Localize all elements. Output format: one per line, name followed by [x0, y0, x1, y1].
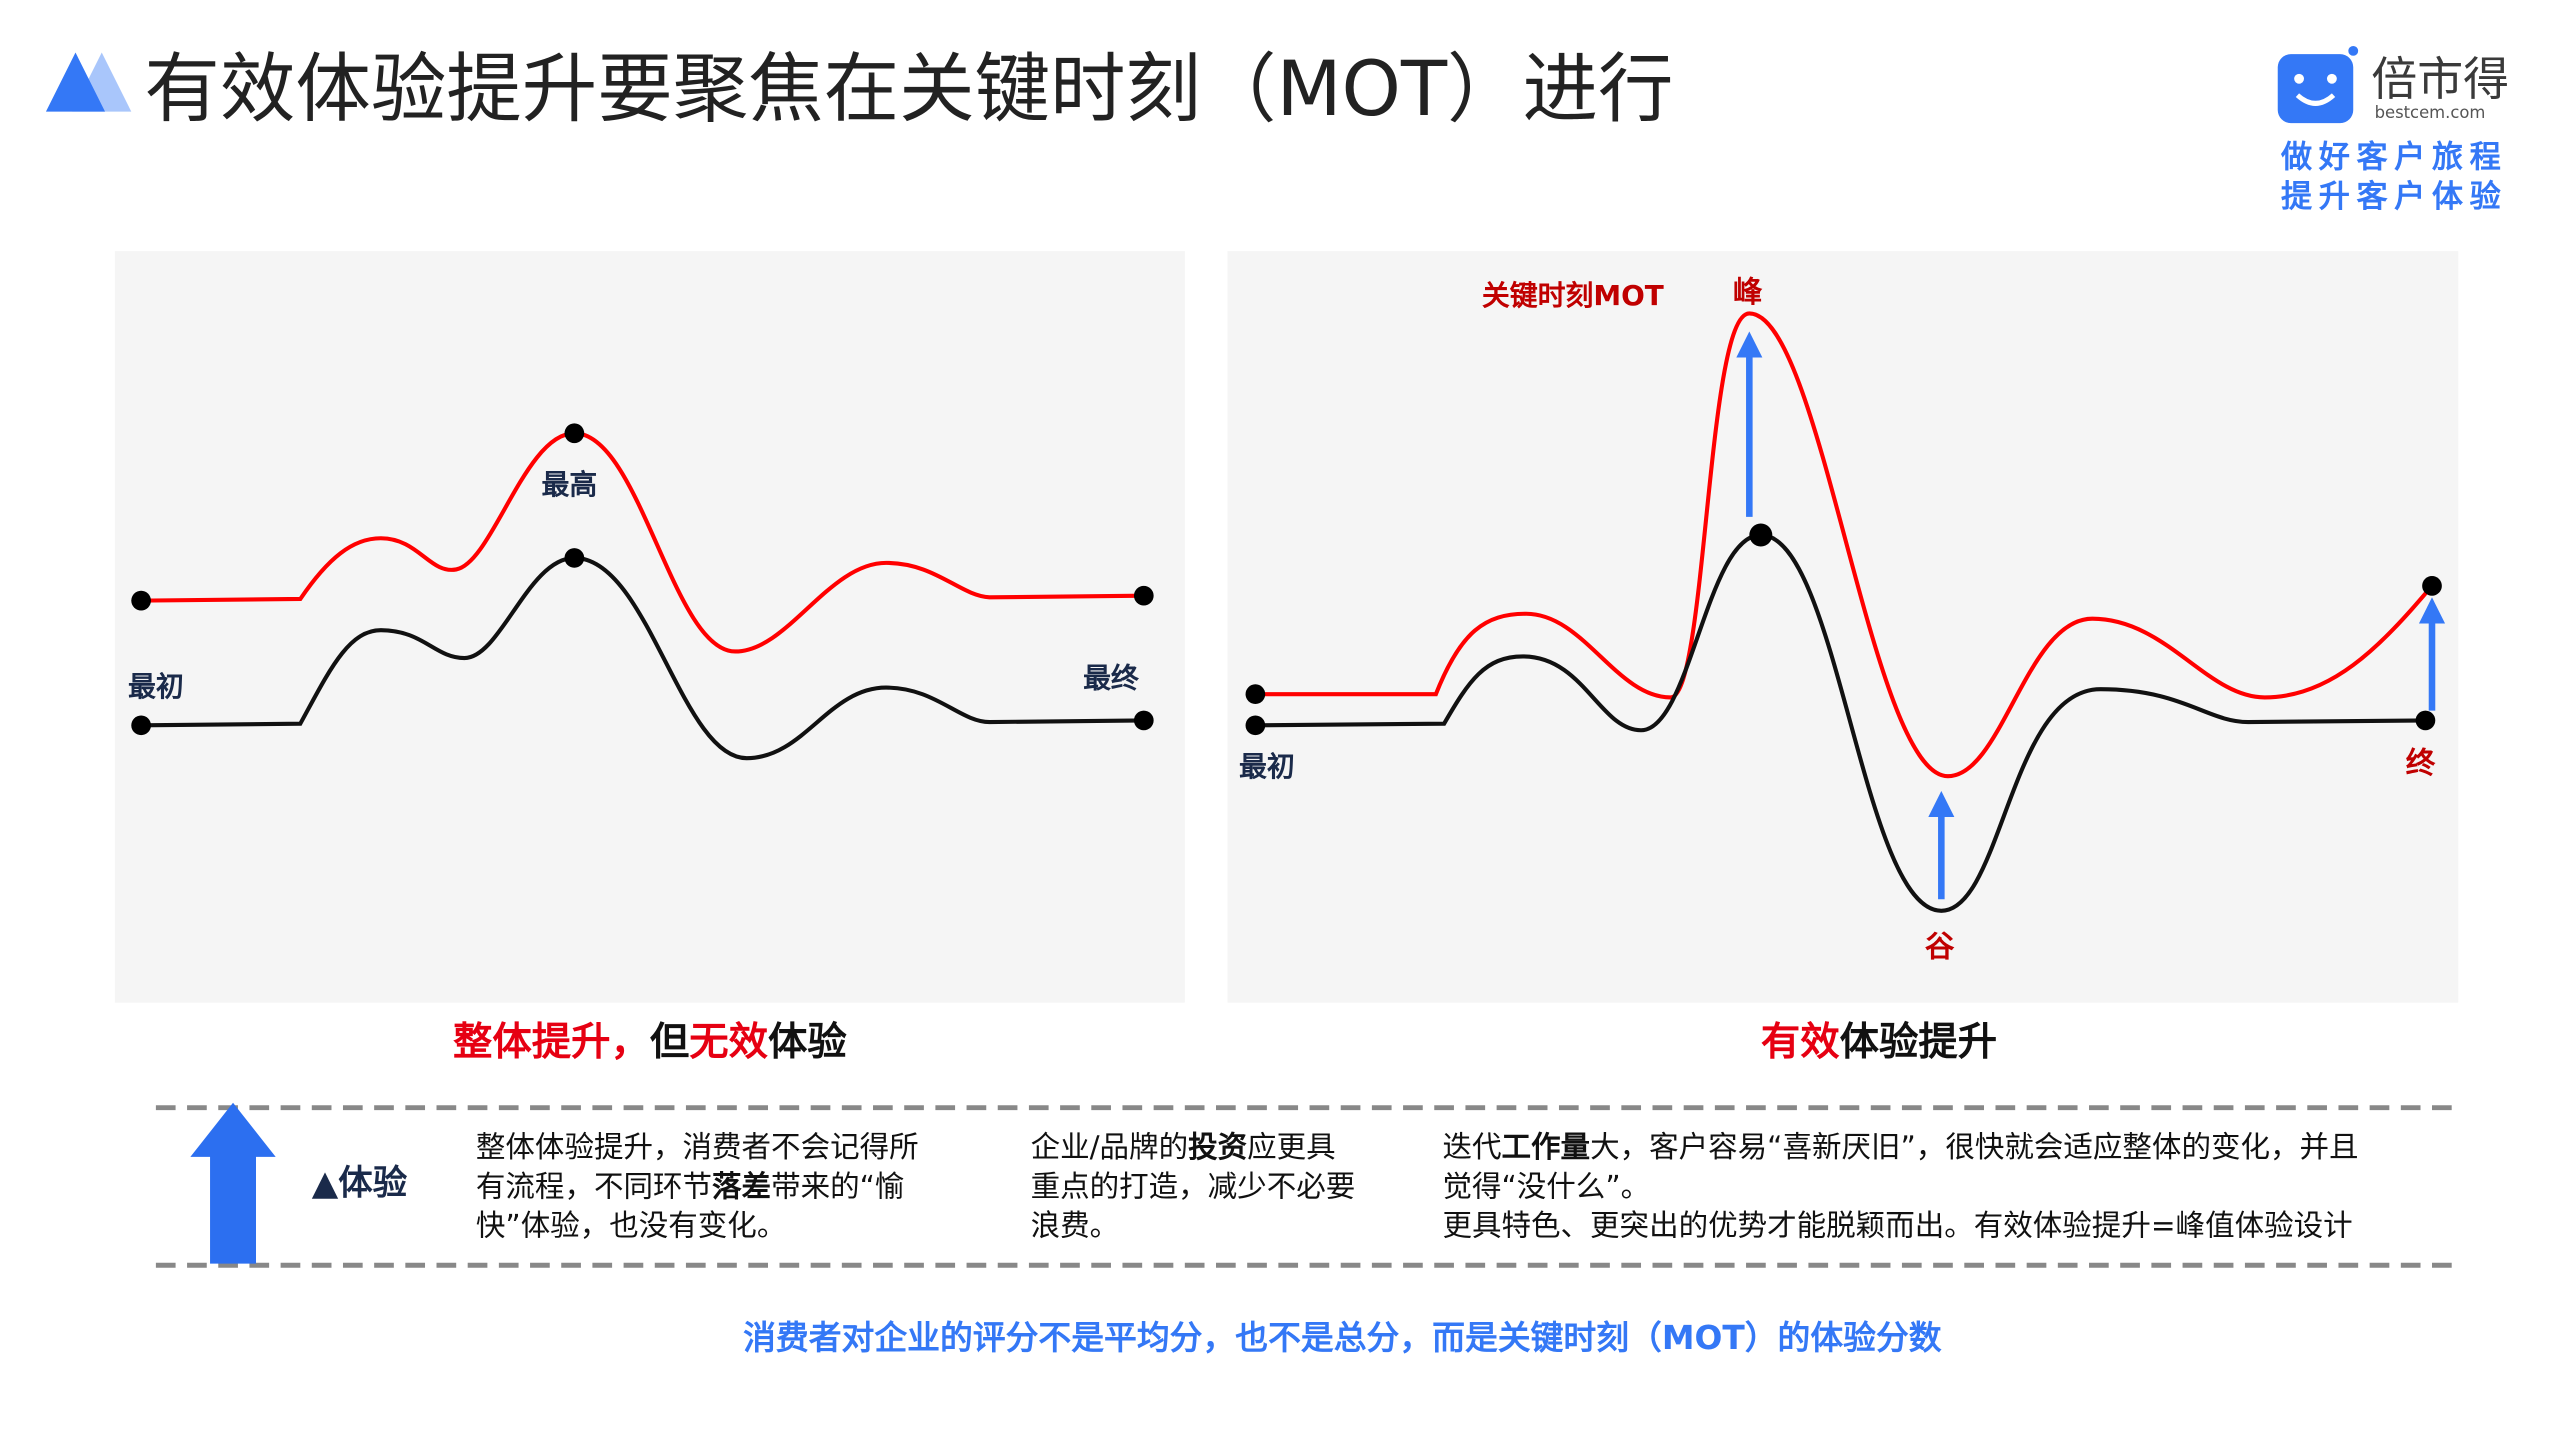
note: 迭代工作量大，客户容易“喜新厌旧”，很快就会适应整体的变化，并且觉得“没什么”。… [1442, 1130, 2358, 1243]
note-line: 重点的打造，减少不必要 [1031, 1169, 1356, 1203]
note-line: 有流程，不同环节落差带来的“愉 [476, 1169, 905, 1203]
label: 关键时刻MOT [1482, 279, 1664, 312]
note-line: 浪费。 [1031, 1209, 1120, 1243]
note-text: 有流程，不同环节 [476, 1169, 712, 1203]
note-line: 迭代工作量大，客户容易“喜新厌旧”，很快就会适应整体的变化，并且 [1442, 1130, 2358, 1164]
slogan: 提升客户体验 [2281, 179, 2507, 215]
dividers [155, 1105, 2462, 1268]
note-text: 企业/品牌的 [1031, 1130, 1189, 1164]
footer: 消费者对企业的评分不是平均分，也不是总分，而是关键时刻（MOT）的体验分数 [743, 1319, 1942, 1357]
caption-part: 有效 [1761, 1019, 1840, 1065]
logo-name: 倍市得 [2371, 52, 2509, 106]
note-text: 觉得“没什么”。 [1442, 1169, 1650, 1203]
note-text: 应更具 [1247, 1130, 1336, 1164]
note-text: 整体体验提升，消费者不会记得所 [476, 1130, 919, 1164]
arrows [1736, 331, 2446, 900]
note-line: 更具特色、更突出的优势才能脱颖而出。有效体验提升=峰值体验设计 [1442, 1209, 2352, 1243]
caption: 有效体验提升 [1761, 1019, 1997, 1065]
label: ▲体验 [312, 1164, 408, 1204]
note: 整体体验提升，消费者不会记得所有流程，不同环节落差带来的“愉快”体验，也没有变化… [476, 1130, 919, 1243]
note-text: 大，客户容易“喜新厌旧”，很快就会适应整体的变化，并且 [1590, 1130, 2358, 1164]
note-text: 快”体验，也没有变化。 [476, 1209, 786, 1243]
note-text: 更具特色、更突出的优势才能脱颖而出。有效体验提升=峰值体验设计 [1442, 1209, 2352, 1243]
label: 最初 [128, 670, 184, 703]
left-curves [141, 431, 1144, 761]
note-line: 觉得“没什么”。 [1442, 1169, 1650, 1203]
note-text: 迭代 [1442, 1130, 1501, 1164]
note-text: 带来的“愉 [771, 1169, 904, 1203]
title: 有效体验提升要聚焦在关键时刻（MOT）进行 [144, 45, 1673, 133]
label: 谷 [1925, 930, 1955, 964]
note-line: 企业/品牌的投资应更具 [1031, 1130, 1336, 1164]
caption-part: 体验提升 [1840, 1019, 1998, 1065]
note-text: 投资 [1188, 1130, 1248, 1164]
note-line: 快”体验，也没有变化。 [476, 1209, 786, 1243]
up-arrow [190, 1102, 276, 1264]
caption-part: 体验 [768, 1019, 847, 1065]
panel [114, 251, 1185, 1003]
logo-domain: bestcem.com [2375, 103, 2486, 122]
title-icon [45, 52, 132, 112]
caption: 整体提升，但无效体验 [453, 1019, 847, 1065]
label: 峰 [1733, 275, 1763, 309]
panel [1227, 251, 2459, 1003]
left-dots [131, 423, 1154, 736]
caption-part: 但 [650, 1019, 689, 1065]
note-text: 浪费。 [1031, 1209, 1120, 1243]
note-line: 整体体验提升，消费者不会记得所 [476, 1130, 919, 1164]
right-curves [1255, 311, 2434, 913]
caption-part: 无效 [689, 1019, 768, 1065]
label: 终 [2406, 746, 2436, 780]
note-text: 落差 [712, 1169, 771, 1203]
caption-part: 整体提升， [453, 1019, 650, 1065]
label: 最高 [542, 468, 598, 501]
note-text: 重点的打造，减少不必要 [1031, 1169, 1356, 1203]
logo [2277, 45, 2359, 124]
slogan: 做好客户旅程 [2280, 139, 2507, 175]
label: 最终 [1083, 662, 1140, 695]
right-dots [1245, 523, 2442, 736]
note-text: 工作量 [1502, 1130, 1591, 1164]
label: 最初 [1239, 750, 1295, 783]
